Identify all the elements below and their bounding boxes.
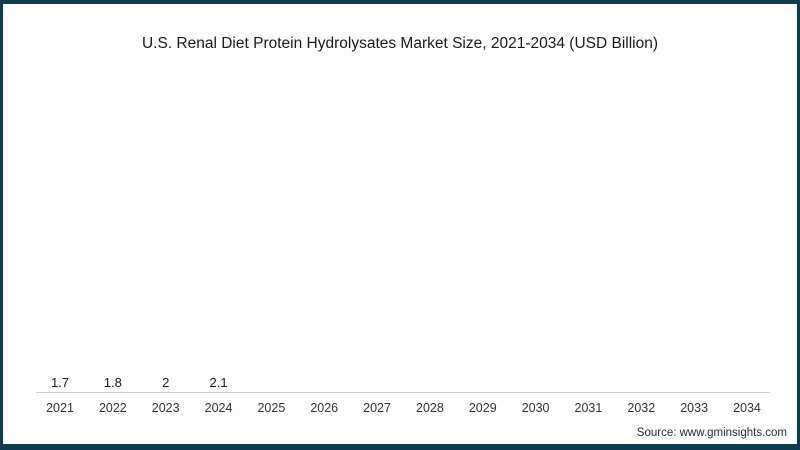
x-tick-label: 2026 bbox=[310, 401, 339, 415]
x-axis-line bbox=[36, 392, 770, 393]
x-tick-label: 2030 bbox=[521, 401, 550, 415]
x-tick-label: 2025 bbox=[257, 401, 286, 415]
bar-column-2021: 1.7 bbox=[47, 376, 73, 393]
x-tick-2026: 2026 bbox=[310, 401, 339, 415]
bar-column-2023: 2 bbox=[153, 376, 179, 393]
x-tick-2030: 2030 bbox=[521, 401, 550, 415]
x-tick-label: 2029 bbox=[468, 401, 497, 415]
x-tick-label: 2033 bbox=[680, 401, 709, 415]
x-tick-2028: 2028 bbox=[416, 401, 444, 415]
bars-row: 1.7 1.8 2 2.1 bbox=[47, 84, 760, 393]
x-tick-label: 2022 bbox=[98, 401, 127, 415]
x-tick-label: 2021 bbox=[46, 401, 74, 415]
x-tick-2034: 2034 bbox=[733, 401, 761, 415]
bar-value-label: 2 bbox=[162, 375, 170, 390]
plot-area: 1.7 1.8 2 2.1 2021 2022 2023 2024 2025 2026 2027 2… bbox=[36, 84, 770, 415]
x-tick-2021: 2021 bbox=[46, 401, 74, 415]
chart-title: U.S. Renal Diet Protein Hydrolysates Mar… bbox=[141, 35, 659, 52]
x-tick-2022: 2022 bbox=[98, 401, 127, 415]
bar-value-label: 2.1 bbox=[209, 375, 228, 390]
x-tick-label: 2024 bbox=[204, 401, 233, 415]
x-tick-2032: 2032 bbox=[627, 401, 656, 415]
bar-value-label: 1.8 bbox=[103, 375, 122, 390]
x-tick-2025: 2025 bbox=[257, 401, 286, 415]
x-tick-2027: 2027 bbox=[363, 401, 391, 415]
x-tick-label: 2031 bbox=[574, 401, 603, 415]
x-tick-label: 2023 bbox=[151, 401, 180, 415]
x-tick-2031: 2031 bbox=[574, 401, 603, 415]
x-tick-2024: 2024 bbox=[204, 401, 233, 415]
x-tick-label: 2034 bbox=[733, 401, 761, 415]
x-tick-label: 2028 bbox=[416, 401, 444, 415]
x-tick-label: 2027 bbox=[363, 401, 391, 415]
x-axis-labels: 2021 2022 2023 2024 2025 2026 2027 2028 2029 2030… bbox=[46, 401, 761, 415]
bar-column-2024: 2.1 bbox=[206, 376, 232, 393]
bar-column-2022: 1.8 bbox=[100, 376, 126, 393]
x-tick-2033: 2033 bbox=[680, 401, 709, 415]
source-attribution: Source: www.gminsights.com bbox=[636, 427, 787, 439]
x-tick-2023: 2023 bbox=[151, 401, 180, 415]
bar-value-label: 1.7 bbox=[50, 375, 70, 390]
x-tick-2029: 2029 bbox=[468, 401, 497, 415]
x-tick-label: 2032 bbox=[627, 401, 656, 415]
